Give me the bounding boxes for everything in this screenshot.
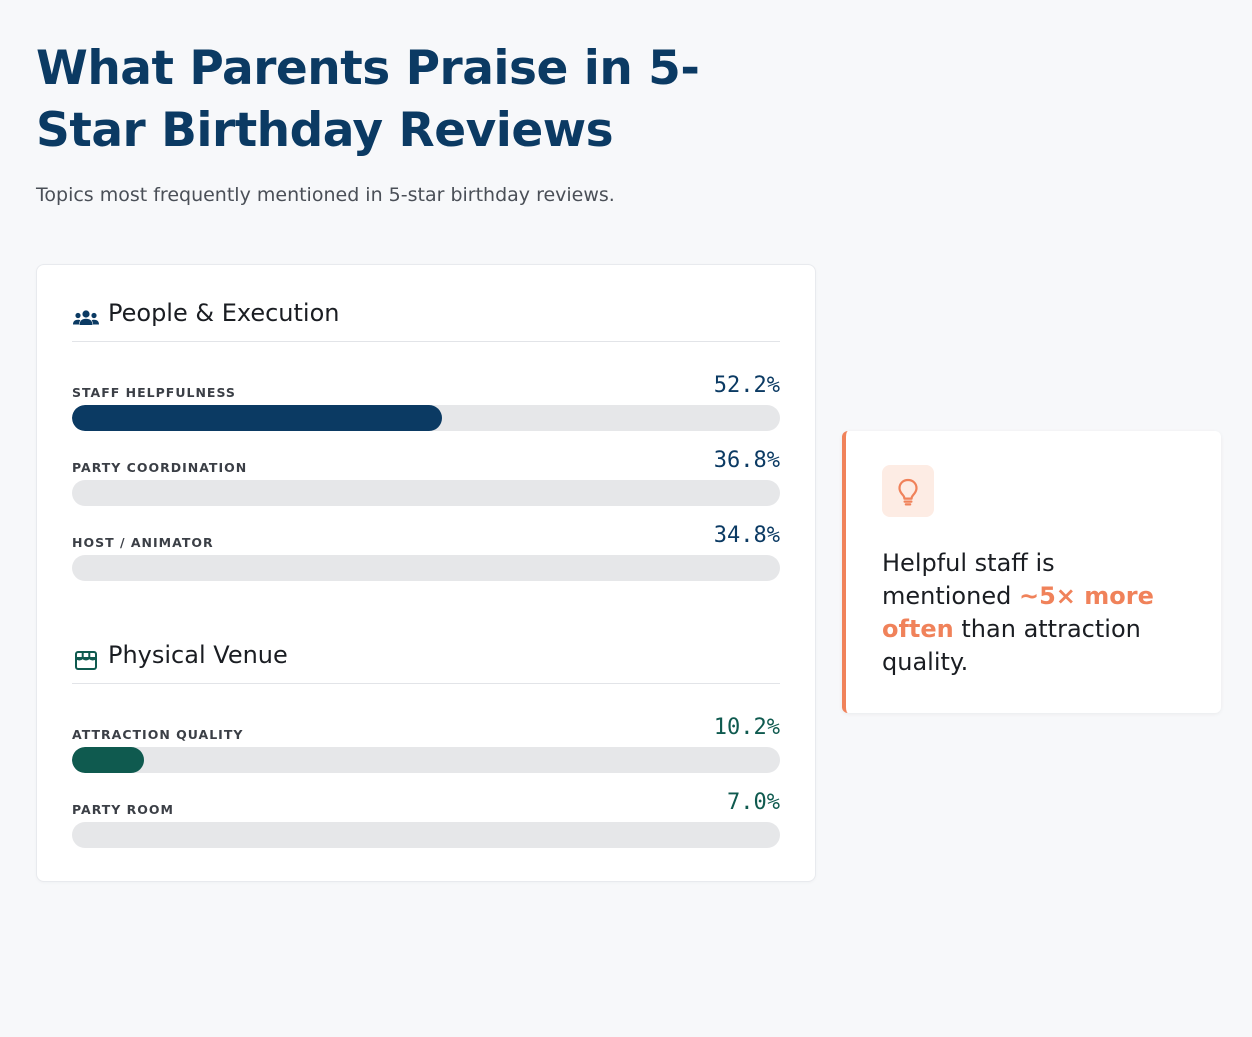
bar-track: [72, 480, 780, 506]
storefront-icon: [75, 651, 97, 670]
insight-highlight: ~5× more often: [882, 582, 1154, 643]
page-title: What Parents Praise in 5-Star Birthday R…: [36, 41, 700, 158]
lightbulb-icon-badge: [882, 465, 934, 517]
bar-value: 36.8%: [713, 448, 780, 473]
bar-row: PARTY ROOM 7.0%: [72, 790, 780, 850]
bar-fill: [72, 405, 442, 431]
bar-label: STAFF HELPFULNESS: [72, 385, 236, 400]
insight-callout: Helpful staff is mentioned ~5× more ofte…: [842, 431, 1221, 713]
section-header-venue: Physical Venue: [72, 639, 780, 684]
lightbulb-icon: [898, 478, 918, 506]
bar-track: [72, 405, 780, 431]
bar-value: 52.2%: [713, 373, 780, 398]
chart-card: People & Execution STAFF HELPFULNESS 52.…: [36, 264, 816, 882]
bar-track: [72, 747, 780, 773]
bar-row: STAFF HELPFULNESS 52.2%: [72, 373, 780, 433]
insight-text: Helpful staff is mentioned ~5× more ofte…: [882, 547, 1182, 679]
bar-label: PARTY ROOM: [72, 802, 174, 817]
bar-label: HOST / ANIMATOR: [72, 535, 214, 550]
insight-text-before: Helpful staff is mentioned: [882, 549, 1055, 610]
page-subtitle: Topics most frequently mentioned in 5-st…: [36, 184, 615, 206]
bar-value: 10.2%: [713, 715, 780, 740]
bar-row: PARTY COORDINATION 36.8%: [72, 448, 780, 508]
bar-fill: [72, 747, 145, 773]
people-icon: [73, 310, 99, 325]
bar-value: 34.8%: [713, 523, 780, 548]
bar-row: HOST / ANIMATOR 34.8%: [72, 523, 780, 583]
bar-track: [72, 555, 780, 581]
bar-track: [72, 822, 780, 848]
bar-label: PARTY COORDINATION: [72, 460, 248, 475]
bar-label: ATTRACTION QUALITY: [72, 727, 244, 742]
bar-row: ATTRACTION QUALITY 10.2%: [72, 715, 780, 775]
section-title: Physical Venue: [108, 641, 288, 669]
insight-text-after: than attraction quality.: [882, 615, 1141, 676]
bar-value: 7.0%: [727, 790, 780, 815]
section-header-people: People & Execution: [72, 297, 780, 342]
section-title: People & Execution: [108, 299, 340, 327]
